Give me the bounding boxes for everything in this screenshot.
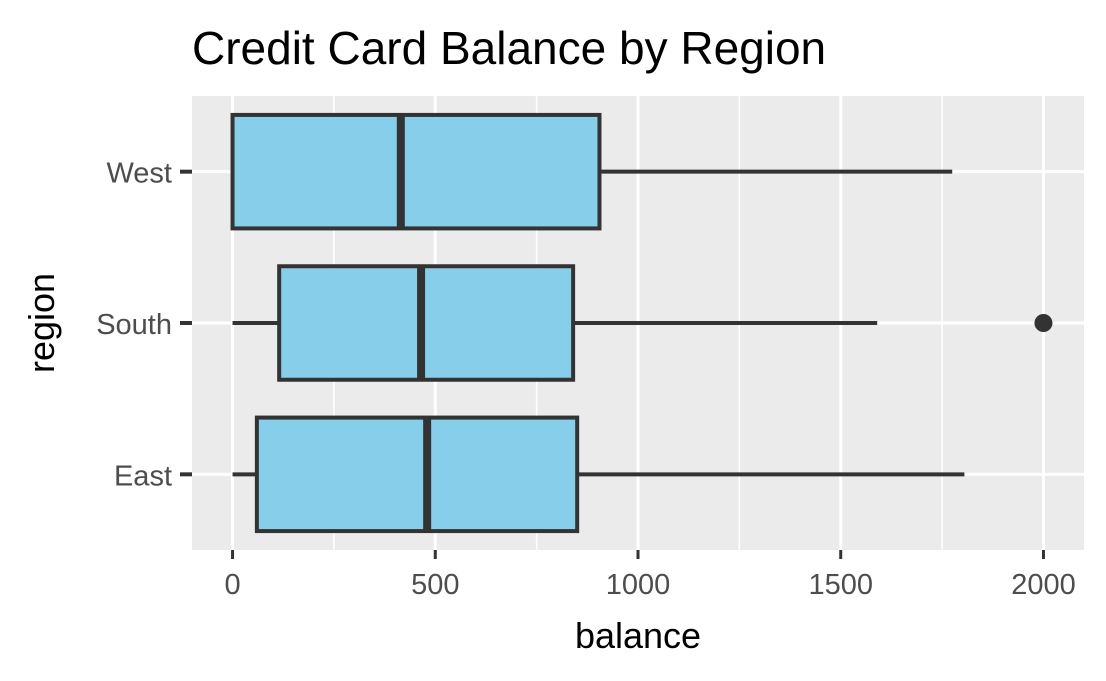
x-axis-title: balance xyxy=(575,615,701,656)
box-east xyxy=(232,415,965,534)
chart-title: Credit Card Balance by Region xyxy=(192,22,826,74)
y-tick-label: South xyxy=(96,309,172,341)
iqr-box xyxy=(230,112,602,231)
boxes xyxy=(230,112,1053,534)
iqr-box xyxy=(254,415,580,534)
x-tick-label: 0 xyxy=(224,569,240,601)
box-west xyxy=(230,112,953,231)
iqr-box xyxy=(277,264,576,382)
x-tick-label: 2000 xyxy=(1011,569,1076,601)
x-tick-label: 1500 xyxy=(808,569,873,601)
y-axis-title: region xyxy=(21,273,62,373)
y-axis: West South East xyxy=(96,158,192,492)
x-axis: 0 500 1000 1500 2000 xyxy=(224,550,1076,601)
box-south xyxy=(232,264,1053,382)
x-tick-label: 1000 xyxy=(606,569,671,601)
x-tick-label: 500 xyxy=(411,569,459,601)
outlier-point xyxy=(1034,314,1053,332)
y-tick-label: West xyxy=(106,158,172,190)
y-tick-label: East xyxy=(114,460,172,492)
